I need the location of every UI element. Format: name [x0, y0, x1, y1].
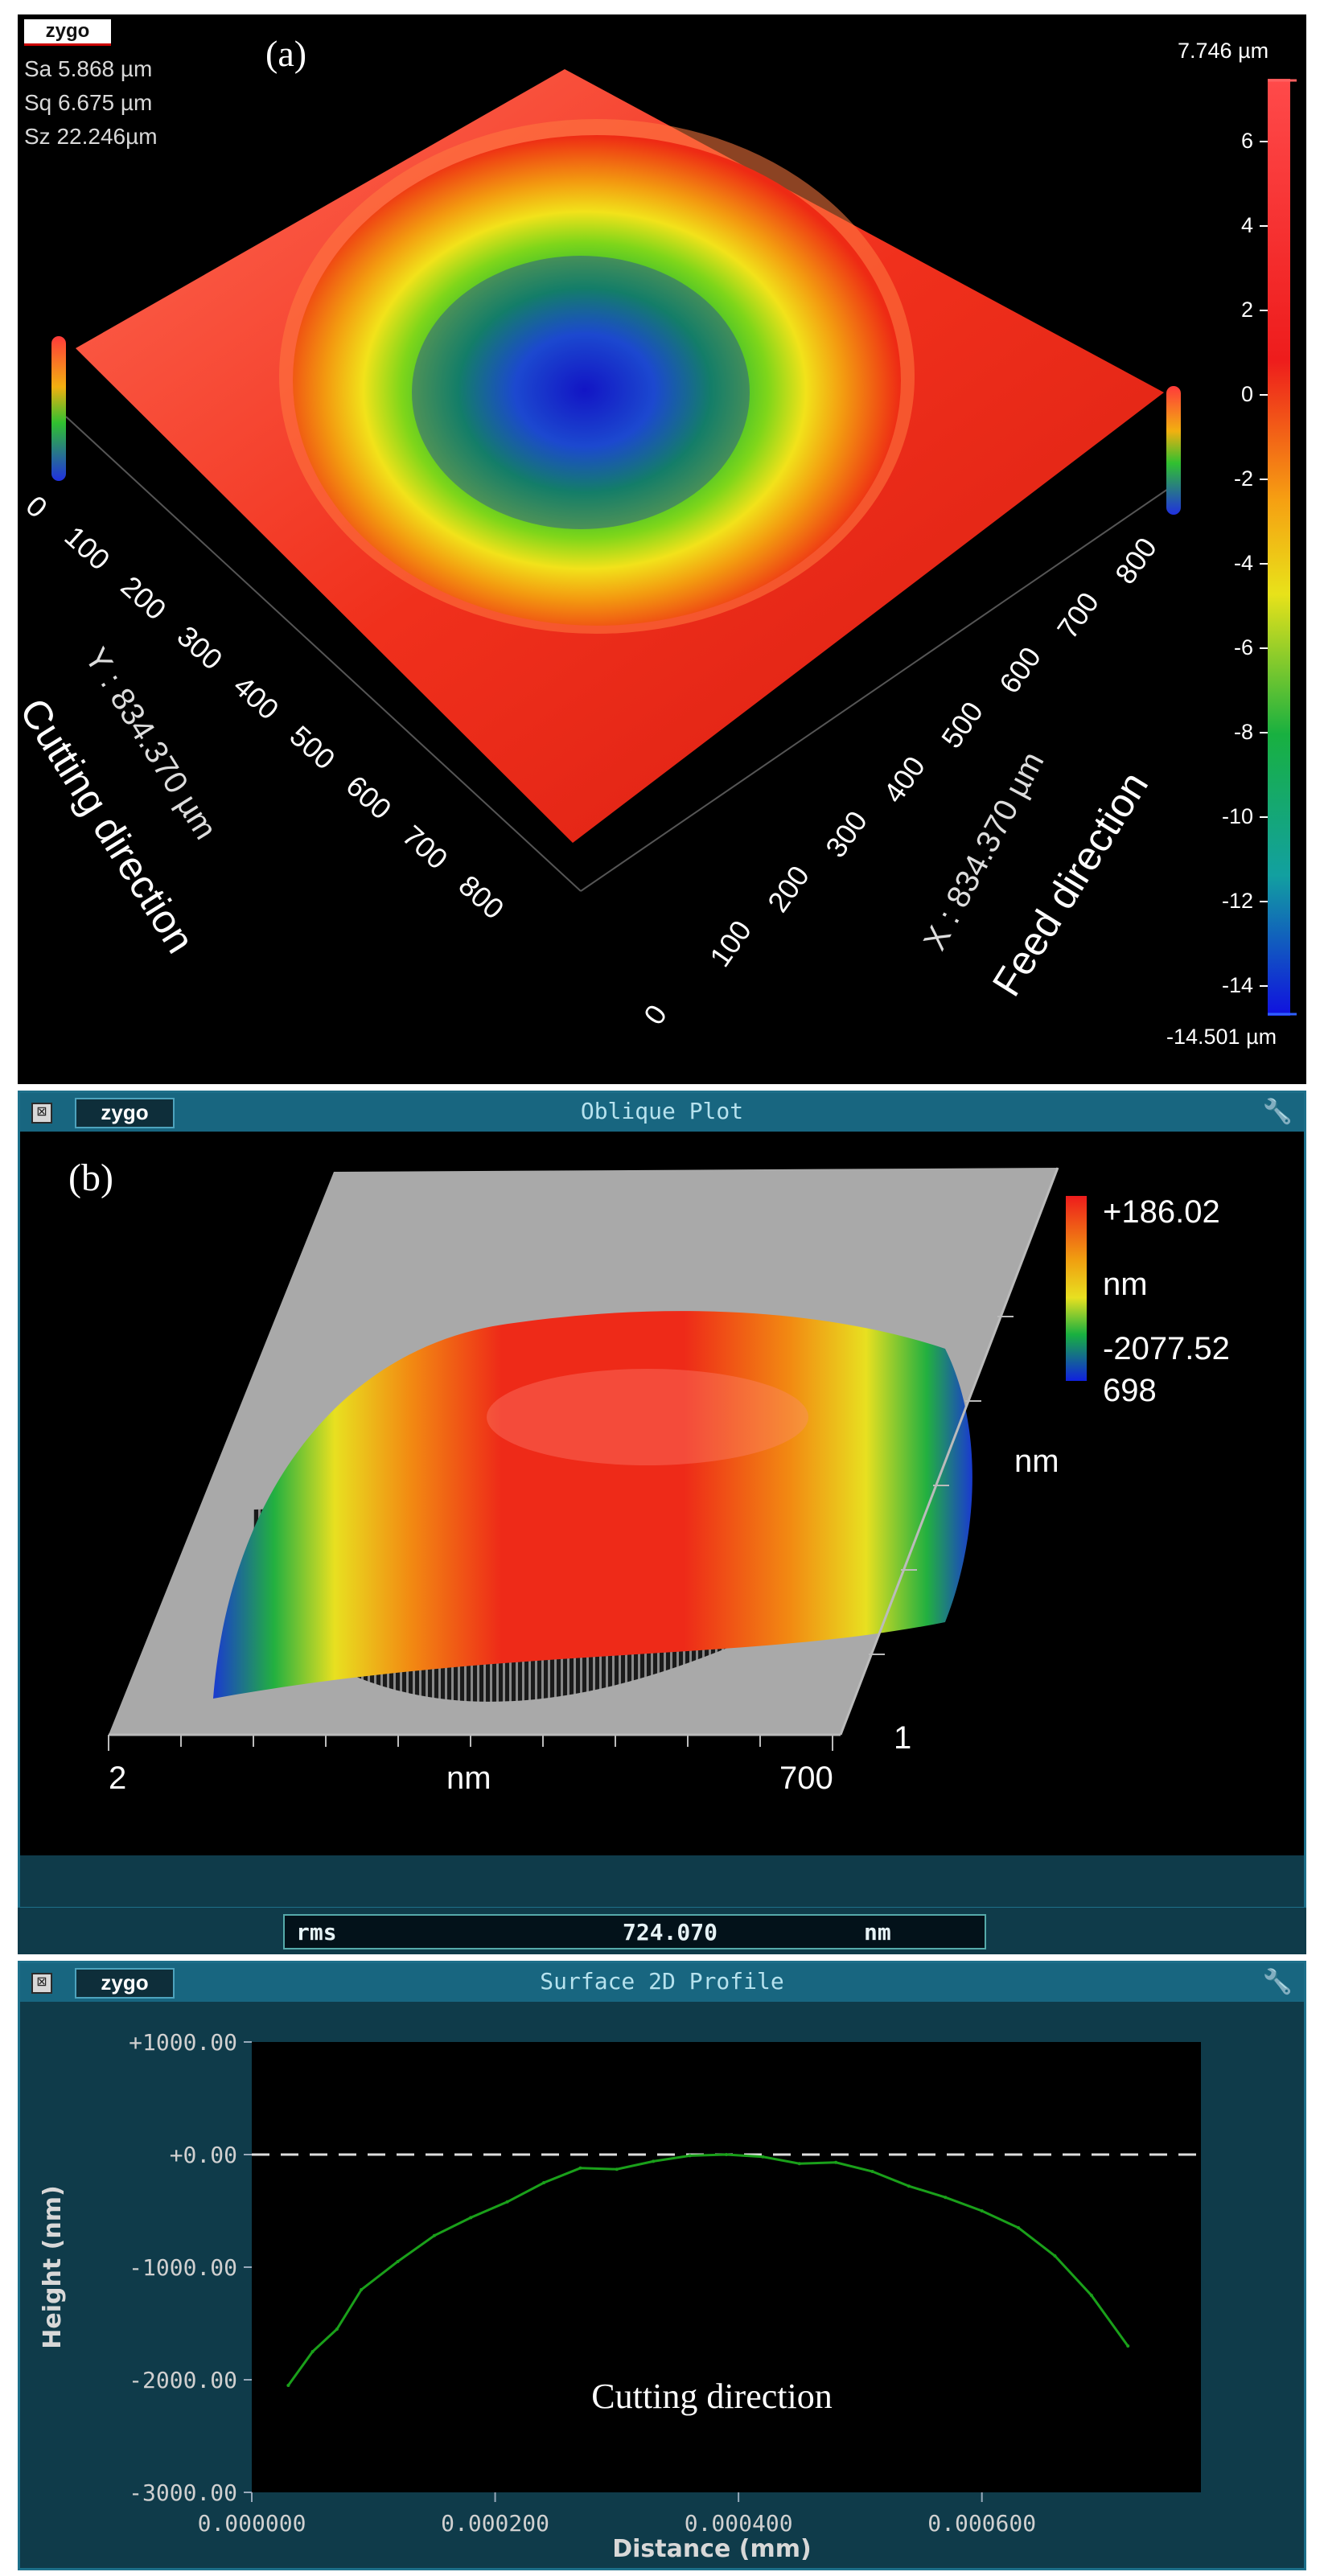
window-title: Surface 2D Profile — [540, 1968, 784, 1995]
rms-value: 724.070 — [623, 1919, 718, 1945]
rms-readout: rms 724.070 nm — [283, 1914, 986, 1949]
zygo-logo: zygo — [24, 19, 111, 46]
stat-sa: Sa 5.868 µm — [24, 56, 153, 81]
x-tick-label: 0.000000 — [198, 2510, 306, 2537]
close-icon[interactable]: ⊠ — [31, 1103, 52, 1124]
colorbar-min-label: -14.501 µm — [1166, 1025, 1277, 1049]
y-unit-label: nm — [1014, 1444, 1059, 1479]
y-min-label: 1 — [894, 1720, 912, 1756]
profile-point — [360, 2288, 364, 2291]
scale-max-label: +186.02 — [1103, 1194, 1220, 1230]
profile-point — [870, 2170, 874, 2173]
profile-point — [944, 2196, 948, 2200]
profile-point — [542, 2181, 546, 2184]
scale-unit-label: nm — [1103, 1267, 1148, 1302]
rms-label: rms — [296, 1919, 337, 1945]
oblique-plot-area: (b) +186.02 nm -2077.52 698 2 nm 700 nm … — [20, 1132, 1304, 1855]
x-tick-label: 0.000400 — [685, 2510, 793, 2537]
y-tick-label: -3000.00 — [129, 2479, 237, 2506]
profile-point — [469, 2216, 473, 2220]
scale-min-label-2: 698 — [1103, 1373, 1157, 1408]
zygo-logo: zygo — [75, 1968, 175, 1999]
profile-point — [761, 2155, 765, 2159]
wrench-icon[interactable]: 🔧 — [1262, 1969, 1293, 1995]
profile-point — [1126, 2344, 1130, 2348]
surface-3d-panel: zygo Sa 5.868 µm Sq 6.675 µm Sz 22.246µm… — [18, 14, 1306, 1084]
colorbar-tick: -10 — [1221, 804, 1253, 828]
plot-background — [252, 2042, 1201, 2492]
x-max-label: 700 — [779, 1760, 833, 1796]
colorbar-tick: 0 — [1240, 382, 1253, 406]
colorbar-tick: 4 — [1240, 213, 1253, 237]
colorbar-tick: -12 — [1221, 889, 1253, 913]
profile-point — [432, 2233, 436, 2237]
colorbar-tick: -8 — [1233, 720, 1253, 744]
colorbar-tick: 2 — [1240, 298, 1253, 322]
profile-point — [578, 2166, 582, 2170]
profile-point — [615, 2167, 619, 2171]
rms-strip: rms 724.070 nm — [18, 1908, 1306, 1954]
zygo-logo: zygo — [75, 1098, 175, 1128]
profile-point — [980, 2209, 984, 2212]
colorbar-tick: -2 — [1233, 466, 1253, 491]
colorbar-max-label: 7.746 µm — [1178, 39, 1269, 63]
stat-sq: Sq 6.675 µm — [24, 90, 153, 115]
profile-point — [310, 2350, 315, 2353]
stat-sz: Sz 22.246µm — [24, 124, 158, 149]
profile-point — [834, 2160, 838, 2164]
profile-point — [335, 2327, 339, 2331]
scale-min-label: -2077.52 — [1103, 1331, 1230, 1366]
profile-point — [505, 2200, 509, 2204]
profile-point — [907, 2184, 911, 2188]
cutting-direction-annotation: Cutting direction — [591, 2377, 832, 2416]
profile-point — [688, 2154, 692, 2158]
y-tick-label: -1000.00 — [129, 2254, 237, 2281]
oblique-3d-render — [108, 1167, 1087, 1751]
close-icon[interactable]: ⊠ — [31, 1973, 52, 1994]
profile-point — [725, 2153, 728, 2156]
colorbar-tick: -4 — [1233, 551, 1253, 575]
colorbar-tick: -14 — [1221, 973, 1253, 997]
y-tick-label: +0.00 — [170, 2142, 237, 2168]
window-title: Oblique Plot — [580, 1098, 744, 1124]
surface-3d-render — [51, 69, 1297, 1016]
y-axis-title: Height (nm) — [39, 2185, 67, 2348]
x-tick-label: 0.000200 — [441, 2510, 549, 2537]
colorbar-tick: -6 — [1233, 635, 1253, 659]
profile-point — [1017, 2226, 1021, 2229]
rms-unit: nm — [864, 1919, 891, 1945]
y-tick-label: -2000.00 — [129, 2367, 237, 2393]
x-tick-label: 0.000600 — [927, 2510, 1036, 2537]
x-min-label: 2 — [109, 1760, 127, 1796]
panel-label-a: (a) — [265, 33, 307, 74]
profile-point — [396, 2260, 400, 2263]
x-unit-label: nm — [446, 1760, 491, 1796]
profile-chart: +1000.00 +0.00 -1000.00 -2000.00 -3000.00 0.… — [39, 2029, 1201, 2563]
wrench-icon[interactable]: 🔧 — [1262, 1099, 1293, 1125]
profile-point — [1053, 2254, 1057, 2258]
profile-point — [652, 2159, 656, 2163]
profile-point — [797, 2162, 801, 2166]
panel-label-b: (b) — [68, 1157, 113, 1199]
y-tick-label: +1000.00 — [129, 2029, 237, 2056]
profile-titlebar[interactable]: ⊠ zygo Surface 2D Profile 🔧 — [20, 1963, 1304, 2002]
colorbar-tick: 6 — [1240, 129, 1253, 153]
profile-point — [286, 2384, 290, 2387]
x-axis-title: Distance (mm) — [612, 2535, 812, 2563]
profile-point — [1089, 2294, 1093, 2297]
oblique-plot-window: ⊠ zygo Oblique Plot 🔧 — [18, 1091, 1306, 1909]
surface-2d-profile-window: ⊠ zygo Surface 2D Profile 🔧 +1000.00 +0.0… — [18, 1961, 1306, 2570]
oblique-plot-titlebar[interactable]: ⊠ zygo Oblique Plot 🔧 — [20, 1093, 1304, 1132]
